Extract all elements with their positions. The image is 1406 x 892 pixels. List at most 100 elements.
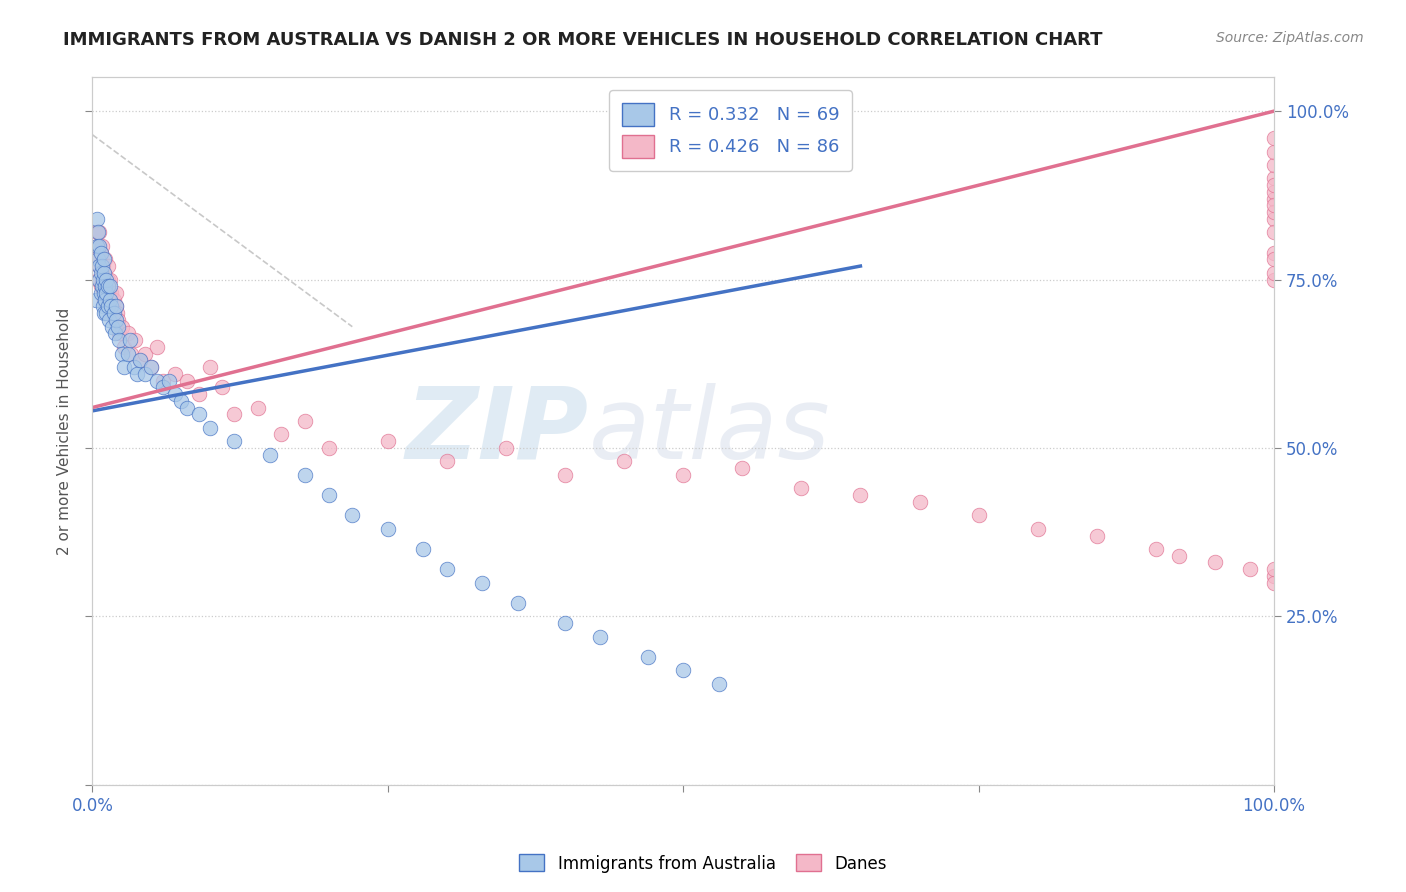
Point <box>86 211 108 226</box>
Point <box>1263 145 1285 159</box>
Point <box>91 259 114 273</box>
Point <box>86 239 108 253</box>
Point <box>100 285 122 300</box>
Point <box>412 541 434 556</box>
Point <box>672 467 695 482</box>
Point <box>1263 171 1285 186</box>
Point <box>120 333 142 347</box>
Point <box>1263 205 1285 219</box>
Point <box>97 272 120 286</box>
Point <box>495 441 517 455</box>
Point <box>1085 528 1108 542</box>
Point <box>93 285 115 300</box>
Point <box>103 306 125 320</box>
Point <box>97 259 120 273</box>
Point <box>97 313 120 327</box>
Point <box>107 319 129 334</box>
Point <box>96 293 118 307</box>
Point <box>731 461 754 475</box>
Point <box>377 522 399 536</box>
Point <box>146 340 169 354</box>
Point <box>1263 178 1285 193</box>
Point <box>1263 226 1285 240</box>
Point <box>117 326 139 341</box>
Point <box>90 279 112 293</box>
Point <box>97 285 120 300</box>
Point <box>506 596 529 610</box>
Point <box>90 266 112 280</box>
Point <box>93 266 115 280</box>
Point <box>163 367 186 381</box>
Point <box>90 245 112 260</box>
Point <box>84 293 107 307</box>
Point <box>246 401 269 415</box>
Point <box>84 252 107 267</box>
Point <box>128 353 150 368</box>
Point <box>120 346 142 360</box>
Point <box>1263 562 1285 576</box>
Point <box>1263 198 1285 212</box>
Text: Source: ZipAtlas.com: Source: ZipAtlas.com <box>1216 31 1364 45</box>
Point <box>1026 522 1049 536</box>
Point <box>1239 562 1261 576</box>
Y-axis label: 2 or more Vehicles in Household: 2 or more Vehicles in Household <box>58 308 72 555</box>
Point <box>89 259 111 273</box>
Point <box>98 300 121 314</box>
Point <box>436 562 458 576</box>
Point <box>90 259 112 273</box>
Point <box>108 333 131 347</box>
Point <box>790 481 813 495</box>
Point <box>91 285 114 300</box>
Point <box>111 319 134 334</box>
Point <box>96 272 118 286</box>
Point <box>294 414 316 428</box>
Point <box>1144 541 1167 556</box>
Point <box>259 448 281 462</box>
Point <box>554 616 576 631</box>
Point <box>89 239 111 253</box>
Point <box>108 326 131 341</box>
Legend: Immigrants from Australia, Danes: Immigrants from Australia, Danes <box>513 847 893 880</box>
Point <box>1263 569 1285 583</box>
Point <box>98 272 121 286</box>
Point <box>87 239 110 253</box>
Point <box>98 293 121 307</box>
Point <box>91 300 114 314</box>
Point <box>111 346 134 360</box>
Point <box>104 300 127 314</box>
Point <box>342 508 364 523</box>
Point <box>86 226 108 240</box>
Point <box>93 266 115 280</box>
Point <box>187 387 209 401</box>
Point <box>141 360 163 375</box>
Point <box>117 346 139 360</box>
Point <box>967 508 990 523</box>
Point <box>94 293 117 307</box>
Point <box>94 279 117 293</box>
Point <box>90 245 112 260</box>
Point <box>104 313 127 327</box>
Point <box>224 407 246 421</box>
Point <box>554 467 576 482</box>
Point <box>294 467 316 482</box>
Point <box>200 421 222 435</box>
Point <box>107 313 129 327</box>
Point <box>103 293 125 307</box>
Point <box>134 346 156 360</box>
Point <box>1263 131 1285 145</box>
Point <box>128 353 150 368</box>
Point <box>1263 192 1285 206</box>
Point <box>96 306 118 320</box>
Point <box>104 326 127 341</box>
Point <box>89 226 111 240</box>
Point <box>87 272 110 286</box>
Point <box>124 333 146 347</box>
Point <box>134 367 156 381</box>
Point <box>152 380 174 394</box>
Point <box>176 374 198 388</box>
Point <box>163 387 186 401</box>
Point <box>1263 185 1285 199</box>
Point <box>93 293 115 307</box>
Point <box>1263 158 1285 172</box>
Point <box>90 279 112 293</box>
